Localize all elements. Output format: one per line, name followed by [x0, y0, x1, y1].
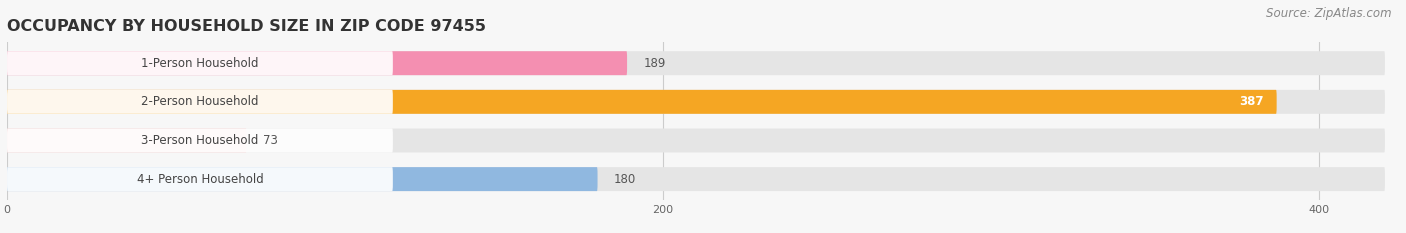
Text: 2-Person Household: 2-Person Household [141, 95, 259, 108]
Text: 189: 189 [644, 57, 666, 70]
Text: OCCUPANCY BY HOUSEHOLD SIZE IN ZIP CODE 97455: OCCUPANCY BY HOUSEHOLD SIZE IN ZIP CODE … [7, 19, 486, 34]
Text: 73: 73 [263, 134, 278, 147]
FancyBboxPatch shape [7, 51, 392, 75]
FancyBboxPatch shape [7, 51, 1385, 75]
FancyBboxPatch shape [7, 167, 392, 191]
Text: 3-Person Household: 3-Person Household [141, 134, 259, 147]
Text: 4+ Person Household: 4+ Person Household [136, 173, 263, 186]
Text: 1-Person Household: 1-Person Household [141, 57, 259, 70]
FancyBboxPatch shape [7, 167, 598, 191]
FancyBboxPatch shape [7, 90, 392, 114]
Text: 387: 387 [1239, 95, 1264, 108]
FancyBboxPatch shape [7, 129, 392, 152]
FancyBboxPatch shape [7, 167, 1385, 191]
FancyBboxPatch shape [7, 129, 246, 152]
FancyBboxPatch shape [7, 51, 627, 75]
Text: 180: 180 [614, 173, 636, 186]
FancyBboxPatch shape [7, 90, 1385, 114]
FancyBboxPatch shape [7, 90, 1277, 114]
FancyBboxPatch shape [7, 129, 1385, 152]
Text: Source: ZipAtlas.com: Source: ZipAtlas.com [1267, 7, 1392, 20]
